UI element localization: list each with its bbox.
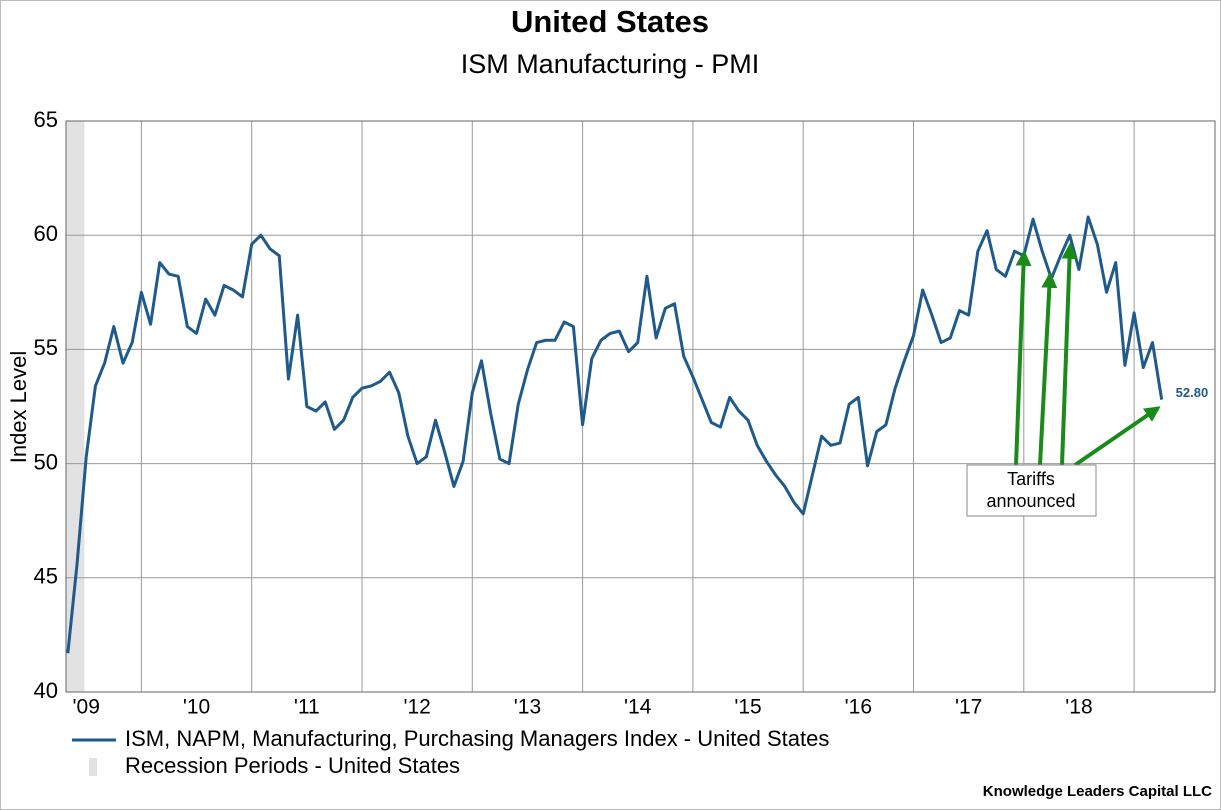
legend-label: Recession Periods - United States (125, 753, 460, 778)
legend-swatch (89, 758, 97, 776)
y-tick-label: 65 (34, 107, 58, 132)
y-tick-label: 55 (34, 335, 58, 360)
annotation-box (966, 464, 1097, 517)
annotation-text: announced (986, 491, 1075, 511)
y-tick-label: 60 (34, 221, 58, 246)
data-line (66, 215, 1164, 654)
legend-label: ISM, NAPM, Manufacturing, Purchasing Man… (125, 726, 829, 751)
recession-band (66, 121, 85, 692)
y-tick-label: 50 (34, 449, 58, 474)
y-tick-label: 40 (34, 678, 58, 703)
x-tick-label: '16 (845, 696, 872, 719)
y-axis-label: Index Level (6, 351, 31, 464)
annotation-arrow (1073, 406, 1161, 467)
annotation-arrow (1038, 271, 1058, 466)
x-tick-label: '14 (624, 696, 652, 719)
x-tick-label: '17 (955, 696, 982, 719)
x-tick-label: '15 (734, 696, 761, 719)
x-tick-label: '18 (1065, 696, 1092, 719)
source: Knowledge Leaders Capital LLC (983, 783, 1212, 800)
annotation-arrow (1014, 249, 1032, 466)
x-tick-label: '09 (73, 696, 100, 719)
x-tick-label: '11 (294, 696, 320, 719)
annotation-text: Tariffs (1007, 469, 1055, 489)
x-tick-label: '12 (403, 696, 430, 719)
last-value-label: 52.80 (1176, 385, 1209, 400)
chart-title: United States (511, 4, 709, 39)
plot-frame (65, 120, 1216, 693)
x-tick-label: '10 (183, 696, 210, 719)
annotation-arrow (1060, 242, 1078, 466)
x-tick-label: '13 (514, 696, 541, 719)
y-tick-label: 45 (34, 564, 58, 589)
chart-subtitle: ISM Manufacturing - PMI (461, 49, 760, 79)
